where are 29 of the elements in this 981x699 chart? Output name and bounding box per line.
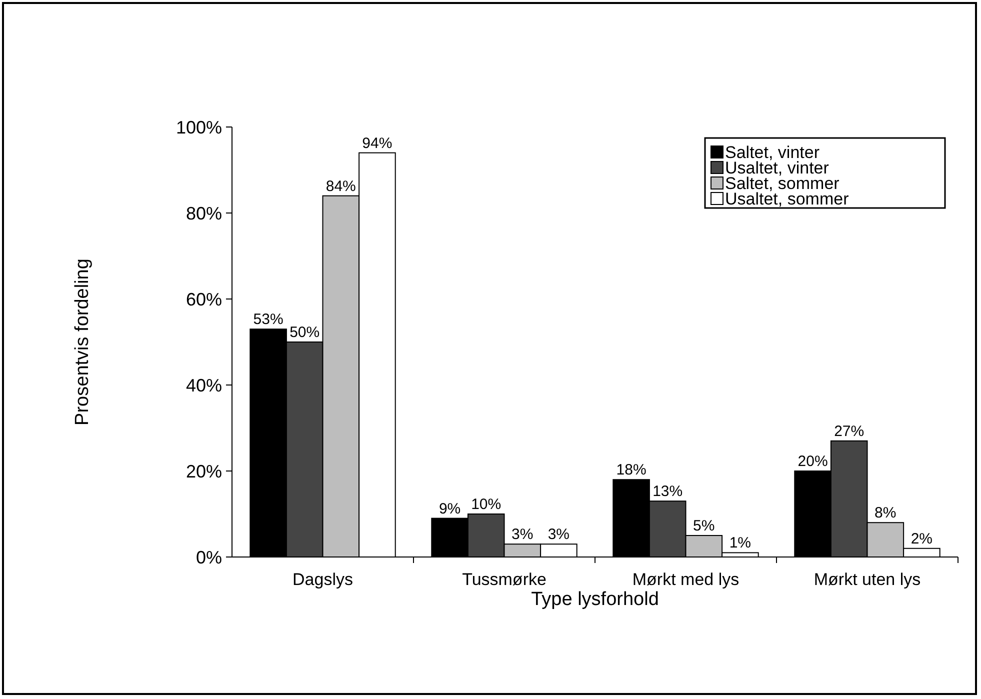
x-tick-label: Mørkt med lys [632, 570, 740, 589]
x-tick-label: Mørkt uten lys [814, 570, 921, 589]
data-label: 84% [326, 178, 356, 195]
data-label: 53% [253, 311, 284, 328]
data-label: 5% [693, 518, 715, 534]
y-tick-label: 40% [186, 375, 222, 396]
data-label: 27% [834, 422, 864, 440]
y-axis-title: Prosentvis fordeling [72, 258, 93, 426]
x-tick-label: Dagslys [292, 570, 353, 589]
data-label: 20% [798, 453, 828, 470]
y-tick-label: 20% [186, 461, 222, 482]
x-tick-label: Tussmørke [462, 570, 546, 589]
data-label: 9% [438, 500, 461, 518]
data-label: 10% [471, 496, 502, 513]
y-tick-label: 60% [186, 289, 222, 310]
data-label: 8% [874, 504, 896, 522]
y-tick-label: 80% [186, 203, 222, 224]
data-label: 13% [652, 483, 683, 500]
data-label: 18% [616, 462, 646, 479]
data-label: 94% [362, 134, 392, 152]
data-label: 2% [910, 530, 933, 548]
data-label: 1% [729, 534, 752, 552]
legend-label: Saltet, vinter [725, 142, 820, 162]
data-label: 50% [290, 324, 320, 341]
x-axis-title: Type lysforhold [531, 589, 659, 610]
y-tick-label: 100% [176, 117, 222, 138]
data-label: 3% [512, 526, 534, 544]
data-label: 3% [548, 526, 570, 544]
y-tick-label: 0% [196, 547, 222, 568]
